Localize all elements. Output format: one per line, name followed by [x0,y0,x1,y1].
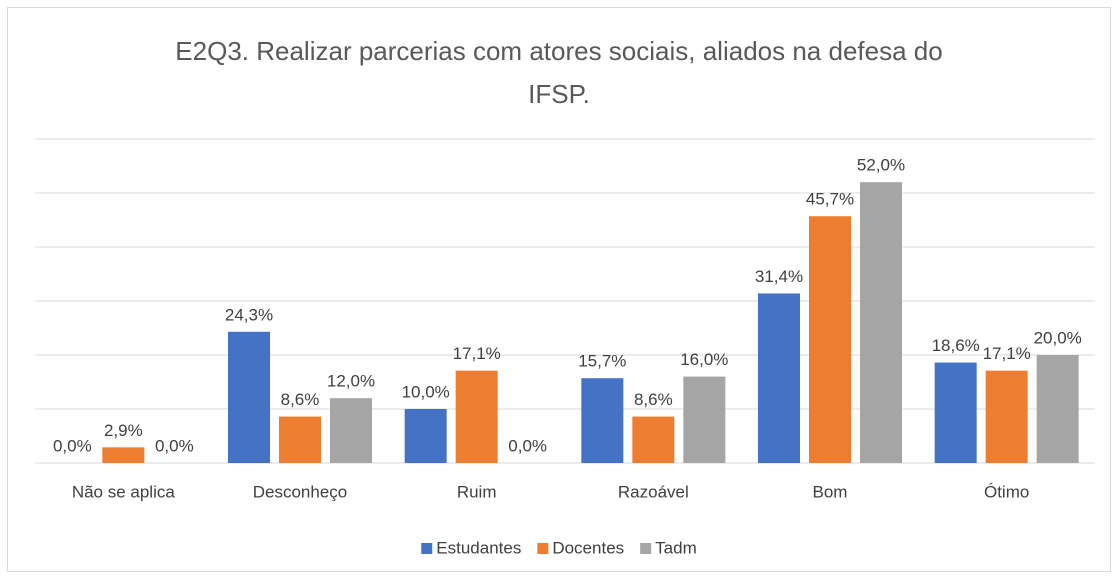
x-tick-label: Desconheço [253,482,348,501]
legend-swatch [421,543,433,554]
data-label: 52,0% [857,156,905,175]
chart-frame [7,7,1111,572]
data-label: 16,0% [680,350,728,369]
data-label: 17,1% [453,344,501,363]
x-tick-label: Não se aplica [72,482,176,501]
data-label: 18,6% [932,336,980,355]
data-label: 12,0% [327,372,375,391]
bar [404,409,447,463]
data-label: 17,1% [983,344,1031,363]
bar [985,370,1028,463]
bar [455,370,498,463]
data-label: 0,0% [155,436,194,455]
bar [809,216,851,463]
bar [581,378,624,463]
bar [102,447,145,463]
x-tick-label: Ruim [457,482,497,501]
data-label: 0,0% [508,436,547,455]
bar [934,362,977,463]
chart-title: E2Q3. Realizar parcerias com atores soci… [175,36,943,109]
data-label: 10,0% [402,382,450,401]
bar [1036,355,1079,463]
data-label: 2,9% [104,421,143,440]
bar [860,182,902,463]
bar [279,416,321,463]
legend-label: Tadm [655,538,697,557]
x-tick-label: Razoável [618,482,689,501]
data-label: 45,7% [806,190,854,209]
data-label: 8,6% [634,390,673,409]
data-label: 31,4% [755,267,803,286]
bar [758,293,800,463]
bar [683,376,726,463]
data-label: 20,0% [1034,328,1082,347]
data-label: 8,6% [281,390,320,409]
data-label: 0,0% [53,436,92,455]
data-label: 24,3% [225,305,273,324]
legend-label: Estudantes [436,538,521,557]
x-tick-label: Ótimo [984,482,1029,501]
bar [632,416,675,463]
legend-label: Docentes [552,538,624,557]
x-tick-label: Bom [813,482,848,501]
bar [228,331,270,463]
legend-swatch [537,543,549,554]
bar [330,398,372,463]
legend-swatch [640,543,652,554]
data-label: 15,7% [578,352,626,371]
